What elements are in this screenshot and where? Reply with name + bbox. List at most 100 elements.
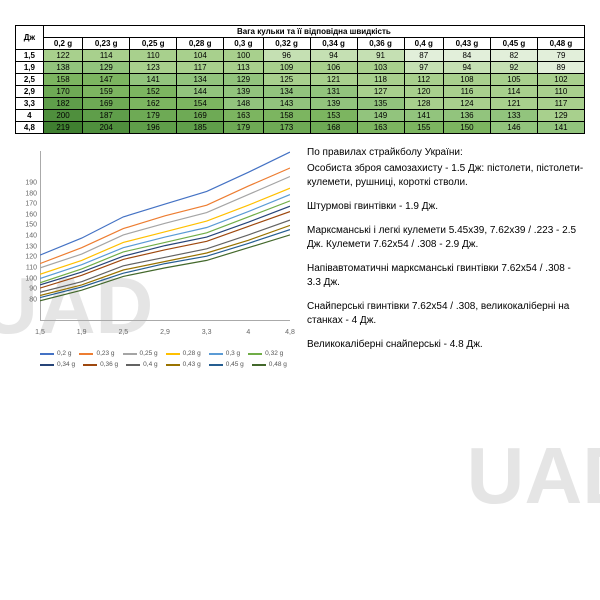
data-cell: 179 (224, 122, 263, 134)
weight-header: 0,32 g (263, 38, 310, 50)
y-tick: 110 (15, 264, 37, 271)
y-tick: 180 (15, 190, 37, 197)
legend-item: 0,23 g (79, 350, 114, 357)
data-cell: 179 (130, 110, 177, 122)
legend-item: 0,34 g (40, 361, 75, 368)
x-tick: 1,9 (77, 329, 87, 336)
data-cell: 104 (177, 50, 224, 62)
rules-title: По правилах страйкболу України: (307, 146, 585, 160)
data-cell: 170 (43, 86, 82, 98)
data-cell: 84 (443, 50, 490, 62)
data-cell: 144 (177, 86, 224, 98)
weight-header: 0,4 g (404, 38, 443, 50)
data-cell: 108 (443, 74, 490, 86)
data-cell: 146 (490, 122, 537, 134)
weight-header: 0,25 g (130, 38, 177, 50)
data-cell: 131 (310, 86, 357, 98)
data-cell: 138 (43, 62, 82, 74)
data-cell: 152 (130, 86, 177, 98)
data-cell: 150 (443, 122, 490, 134)
rule-p3: Марксманські і легкі кулемети 5.45х39, 7… (307, 224, 585, 252)
velocity-table: Дж Вага кульки та її відповідна швидкіст… (15, 25, 585, 134)
data-cell: 163 (357, 122, 404, 134)
data-cell: 196 (130, 122, 177, 134)
data-cell: 118 (357, 74, 404, 86)
weight-header: 0,45 g (490, 38, 537, 50)
data-cell: 129 (83, 62, 130, 74)
data-cell: 125 (263, 74, 310, 86)
x-tick: 3,3 (202, 329, 212, 336)
rule-p1: Особиста зброя самозахисту - 1.5 Дж: піс… (307, 162, 585, 190)
weight-header: 0,28 g (177, 38, 224, 50)
data-cell: 109 (263, 62, 310, 74)
data-cell: 141 (130, 74, 177, 86)
data-cell: 185 (177, 122, 224, 134)
weight-header: 0,23 g (83, 38, 130, 50)
y-tick: 140 (15, 233, 37, 240)
data-cell: 110 (130, 50, 177, 62)
data-cell: 105 (490, 74, 537, 86)
x-tick: 1,5 (35, 329, 45, 336)
data-cell: 113 (224, 62, 263, 74)
legend-item: 0,4 g (126, 361, 157, 368)
data-cell: 139 (310, 98, 357, 110)
data-cell: 148 (224, 98, 263, 110)
data-cell: 112 (404, 74, 443, 86)
legend-item: 0,48 g (252, 361, 287, 368)
data-cell: 117 (177, 62, 224, 74)
data-cell: 96 (263, 50, 310, 62)
data-cell: 91 (357, 50, 404, 62)
x-tick: 2,5 (118, 329, 128, 336)
legend-item: 0,2 g (40, 350, 71, 357)
weight-header: 0,3 g (224, 38, 263, 50)
data-cell: 97 (404, 62, 443, 74)
data-cell: 200 (43, 110, 82, 122)
data-cell: 141 (537, 122, 584, 134)
data-cell: 134 (263, 86, 310, 98)
data-cell: 136 (443, 110, 490, 122)
data-cell: 158 (263, 110, 310, 122)
legend-item: 0,36 g (83, 361, 118, 368)
data-cell: 155 (404, 122, 443, 134)
data-cell: 114 (490, 86, 537, 98)
weight-header: 0,43 g (443, 38, 490, 50)
data-cell: 92 (490, 62, 537, 74)
data-cell: 163 (224, 110, 263, 122)
data-cell: 116 (443, 86, 490, 98)
rule-p4: Напівавтоматичні марксманські гвинтівки … (307, 262, 585, 290)
data-cell: 82 (490, 50, 537, 62)
data-cell: 129 (224, 74, 263, 86)
data-cell: 141 (404, 110, 443, 122)
rule-p6: Великокаліберні снайперські - 4.8 Дж. (307, 338, 585, 352)
data-cell: 103 (357, 62, 404, 74)
y-tick: 150 (15, 222, 37, 229)
data-cell: 110 (537, 86, 584, 98)
rules-text: По правилах страйкболу України: Особиста… (307, 146, 585, 368)
data-cell: 169 (83, 98, 130, 110)
data-cell: 204 (83, 122, 130, 134)
row-header: 4 (16, 110, 44, 122)
data-cell: 87 (404, 50, 443, 62)
x-tick: 4,8 (285, 329, 295, 336)
data-cell: 133 (490, 110, 537, 122)
y-tick: 190 (15, 179, 37, 186)
data-cell: 168 (310, 122, 357, 134)
data-cell: 149 (357, 110, 404, 122)
data-cell: 128 (404, 98, 443, 110)
rule-p2: Штурмові гвинтівки - 1.9 Дж. (307, 200, 585, 214)
data-cell: 117 (537, 98, 584, 110)
data-cell: 114 (83, 50, 130, 62)
data-cell: 124 (443, 98, 490, 110)
data-cell: 162 (130, 98, 177, 110)
line-chart: 8090100110120130140150160170180190 1,51,… (15, 146, 295, 346)
legend-item: 0,45 g (209, 361, 244, 368)
data-cell: 94 (310, 50, 357, 62)
data-cell: 147 (83, 74, 130, 86)
corner-header: Дж (16, 26, 44, 50)
data-cell: 219 (43, 122, 82, 134)
y-tick: 80 (15, 296, 37, 303)
row-header: 1,9 (16, 62, 44, 74)
rule-p5: Снайперські гвинтівки 7.62х54 / .308, ве… (307, 300, 585, 328)
data-cell: 182 (43, 98, 82, 110)
chart-legend: 0,2 g0,23 g0,25 g0,28 g0,3 g0,32 g0,34 g… (15, 346, 295, 368)
